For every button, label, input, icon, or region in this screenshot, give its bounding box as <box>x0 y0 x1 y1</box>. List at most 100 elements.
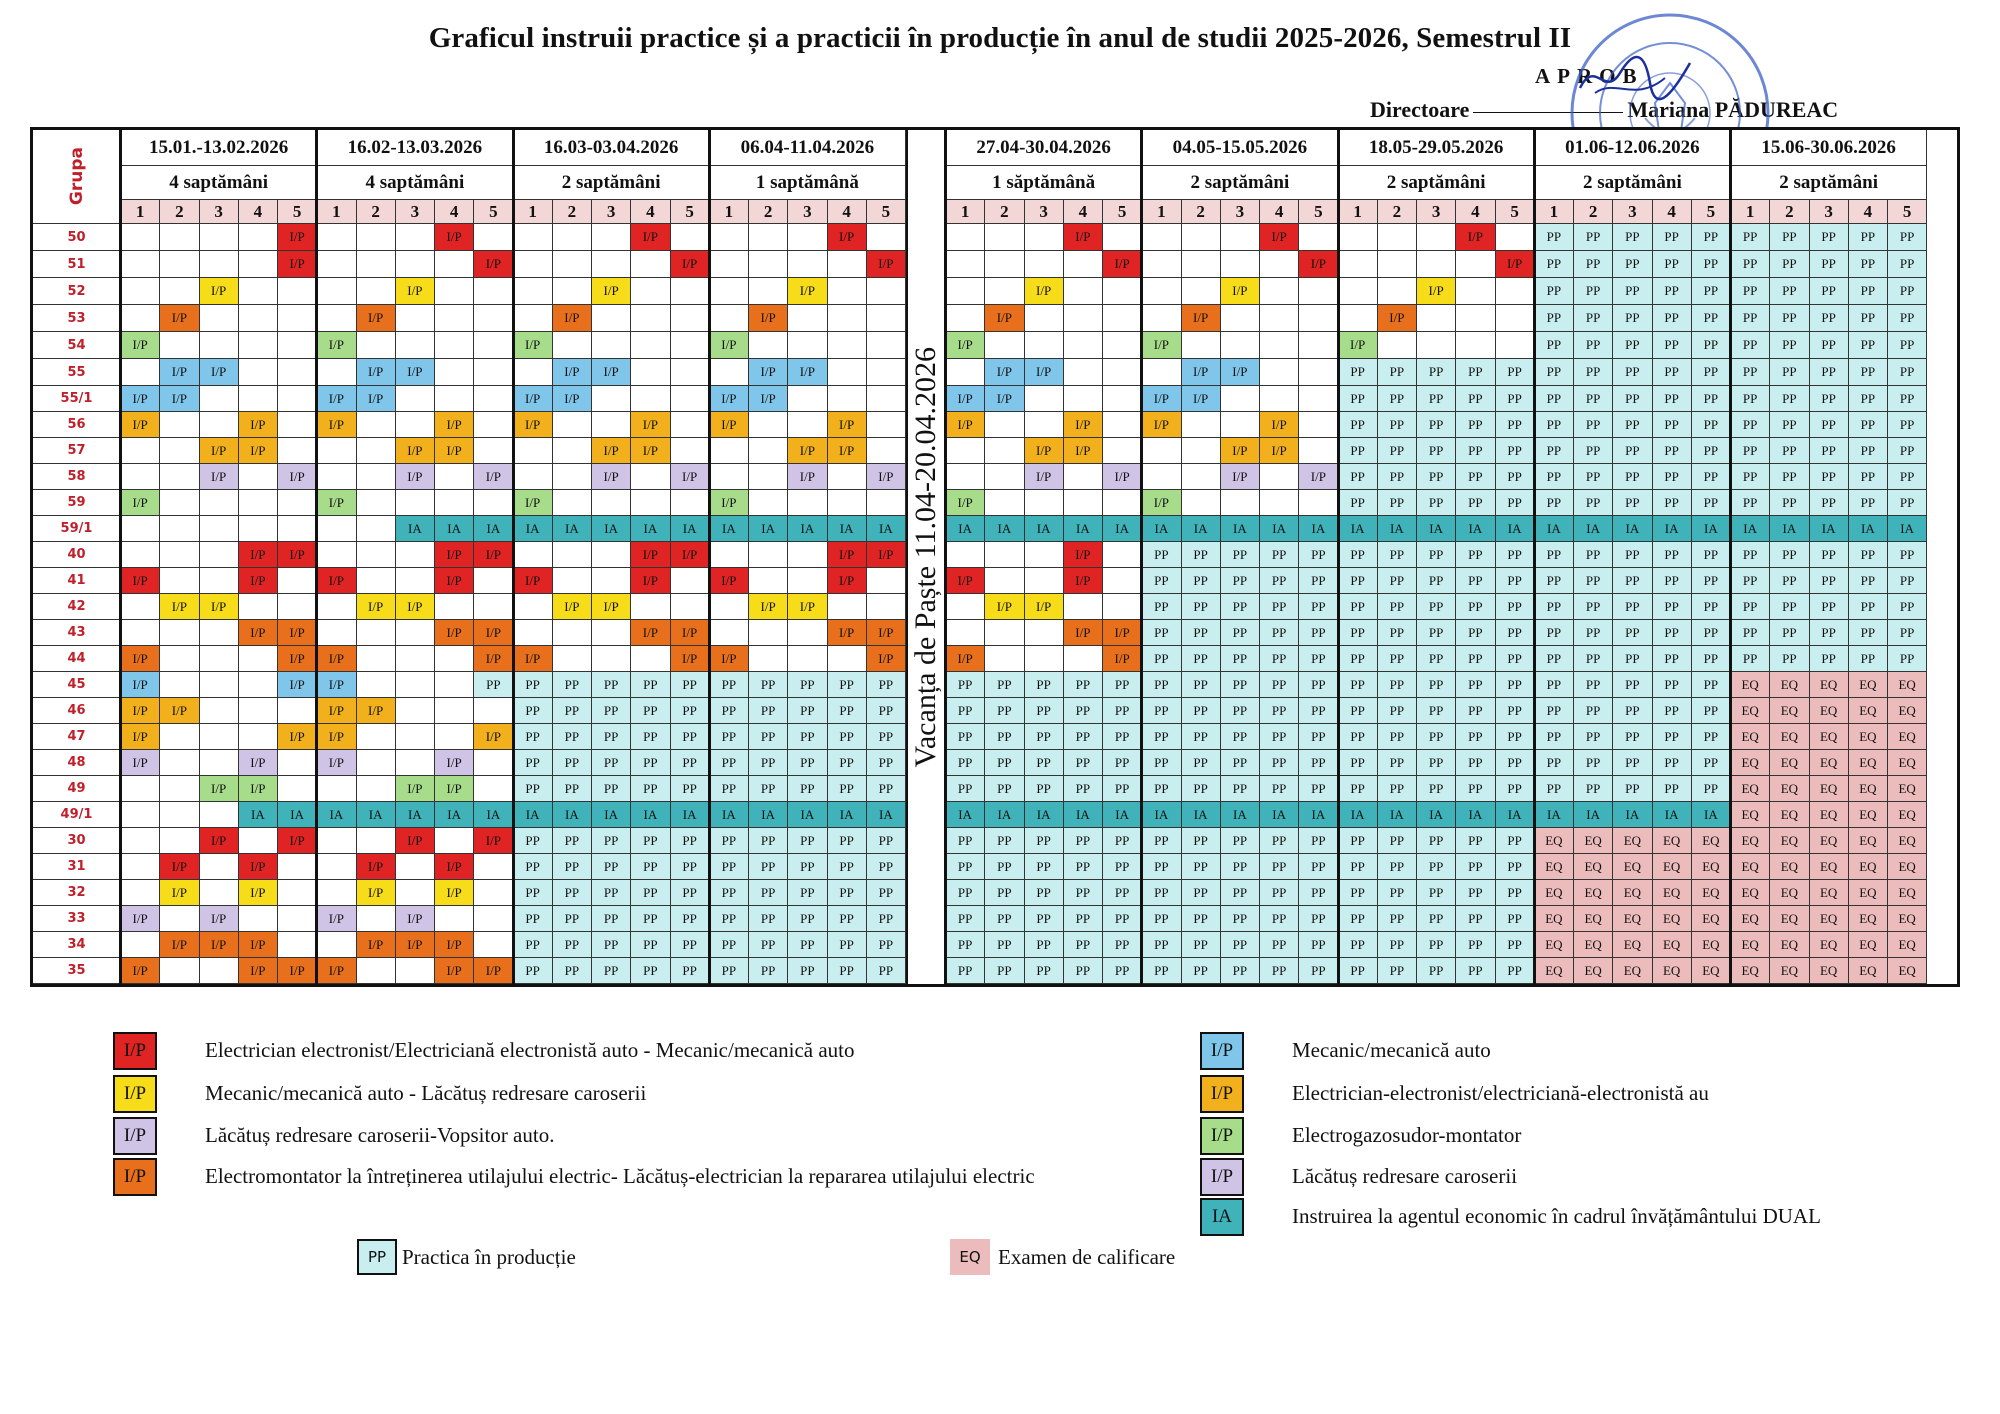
schedule-cell <box>238 724 278 750</box>
schedule-cell: I/P <box>513 332 553 359</box>
schedule-cell: PP <box>552 750 592 776</box>
schedule-cell: EQ <box>1888 724 1928 750</box>
schedule-cell <box>1260 305 1300 332</box>
schedule-cell: I/P <box>670 542 710 568</box>
schedule-cell <box>788 542 828 568</box>
schedule-cell: I/P <box>1377 305 1417 332</box>
schedule-cell: IA <box>1063 516 1103 542</box>
schedule-cell <box>474 332 514 359</box>
schedule-cell <box>1417 224 1457 251</box>
schedule-cell: PP <box>1456 542 1496 568</box>
schedule-table: Grupa 15.01.-13.02.2026 4 saptămâni 1 2 3 4 5 16… <box>30 127 1960 987</box>
schedule-cell: PP <box>1691 332 1731 359</box>
schedule-cell <box>985 251 1025 278</box>
schedule-cell: I/P <box>749 386 789 412</box>
schedule-cell: PP <box>946 724 986 750</box>
schedule-cell: EQ <box>1534 880 1574 906</box>
schedule-cell: PP <box>1809 646 1849 672</box>
schedule-cell: I/P <box>631 224 671 251</box>
schedule-cell: PP <box>513 672 553 698</box>
schedule-cell: PP <box>1417 958 1457 984</box>
schedule-cell: PP <box>1613 464 1653 490</box>
schedule-cell: I/P <box>1024 359 1064 386</box>
schedule-cell <box>592 542 632 568</box>
schedule-cell: PP <box>1534 672 1574 698</box>
schedule-cell: PP <box>1574 542 1614 568</box>
schedule-cell: PP <box>1495 464 1535 490</box>
schedule-cell: I/P <box>474 620 514 646</box>
schedule-cell: PP <box>1024 672 1064 698</box>
schedule-cell <box>670 412 710 438</box>
schedule-cell <box>278 932 318 958</box>
schedule-cell: I/P <box>866 542 906 568</box>
schedule-cell: IA <box>670 516 710 542</box>
schedule-cell: I/P <box>1417 278 1457 305</box>
schedule-cell: I/P <box>160 698 200 724</box>
schedule-cell <box>1024 224 1064 251</box>
schedule-cell: PP <box>1770 620 1810 646</box>
schedule-cell: PP <box>1652 412 1692 438</box>
schedule-cell: PP <box>670 880 710 906</box>
schedule-cell: I/P <box>317 646 357 672</box>
schedule-cell: IA <box>1024 802 1064 828</box>
schedule-cell: IA <box>788 516 828 542</box>
legend-text: Lăcătuș redresare caroserii-Vopsitor aut… <box>205 1123 555 1147</box>
schedule-cell: IA <box>513 802 553 828</box>
schedule-cell: PP <box>1574 224 1614 251</box>
schedule-cell: PP <box>1848 620 1888 646</box>
schedule-cell <box>160 906 200 932</box>
schedule-cell: PP <box>1220 906 1260 932</box>
schedule-cell: PP <box>1652 305 1692 332</box>
schedule-cell <box>513 305 553 332</box>
day-number: 5 <box>1691 200 1731 224</box>
schedule-cell: PP <box>1299 724 1339 750</box>
schedule-cell: PP <box>1181 880 1221 906</box>
schedule-cell: IA <box>1691 516 1731 542</box>
group-label: 31 <box>33 854 121 880</box>
schedule-cell <box>1181 251 1221 278</box>
schedule-cell <box>1377 278 1417 305</box>
schedule-cell: I/P <box>827 542 867 568</box>
period-range: 16.02-13.03.2026 <box>317 130 514 166</box>
schedule-cell: EQ <box>1770 958 1810 984</box>
schedule-cell <box>788 251 828 278</box>
schedule-cell: PP <box>1260 906 1300 932</box>
schedule-cell: PP <box>1377 412 1417 438</box>
schedule-cell: PP <box>1731 305 1771 332</box>
schedule-cell: PP <box>985 906 1025 932</box>
schedule-cell <box>356 224 396 251</box>
schedule-cell: PP <box>1181 594 1221 620</box>
group-label: 45 <box>33 672 121 698</box>
schedule-cell: PP <box>1299 906 1339 932</box>
schedule-cell: PP <box>1456 620 1496 646</box>
schedule-cell: PP <box>474 672 514 698</box>
schedule-cell: IA <box>1809 516 1849 542</box>
schedule-cell <box>827 490 867 516</box>
schedule-cell: I/P <box>1220 359 1260 386</box>
schedule-cell: PP <box>749 672 789 698</box>
schedule-cell <box>670 278 710 305</box>
schedule-cell: PP <box>1613 332 1653 359</box>
schedule-cell <box>238 464 278 490</box>
schedule-cell: I/P <box>1024 438 1064 464</box>
legend-swatch: I/P <box>1200 1075 1244 1113</box>
schedule-cell <box>749 490 789 516</box>
day-number: 5 <box>670 200 710 224</box>
schedule-cell <box>160 438 200 464</box>
schedule-cell <box>435 464 475 490</box>
period-separator <box>1729 130 1732 984</box>
schedule-cell <box>435 332 475 359</box>
schedule-cell: PP <box>1809 594 1849 620</box>
schedule-cell: I/P <box>513 386 553 412</box>
schedule-cell: IA <box>1731 516 1771 542</box>
schedule-cell: PP <box>1103 776 1143 802</box>
schedule-cell: I/P <box>1181 305 1221 332</box>
schedule-cell: PP <box>1888 620 1928 646</box>
schedule-cell: PP <box>866 854 906 880</box>
schedule-cell: PP <box>1220 750 1260 776</box>
schedule-cell <box>788 332 828 359</box>
schedule-cell: PP <box>1613 278 1653 305</box>
schedule-cell <box>1260 278 1300 305</box>
schedule-cell: PP <box>709 672 749 698</box>
schedule-cell: EQ <box>1888 698 1928 724</box>
